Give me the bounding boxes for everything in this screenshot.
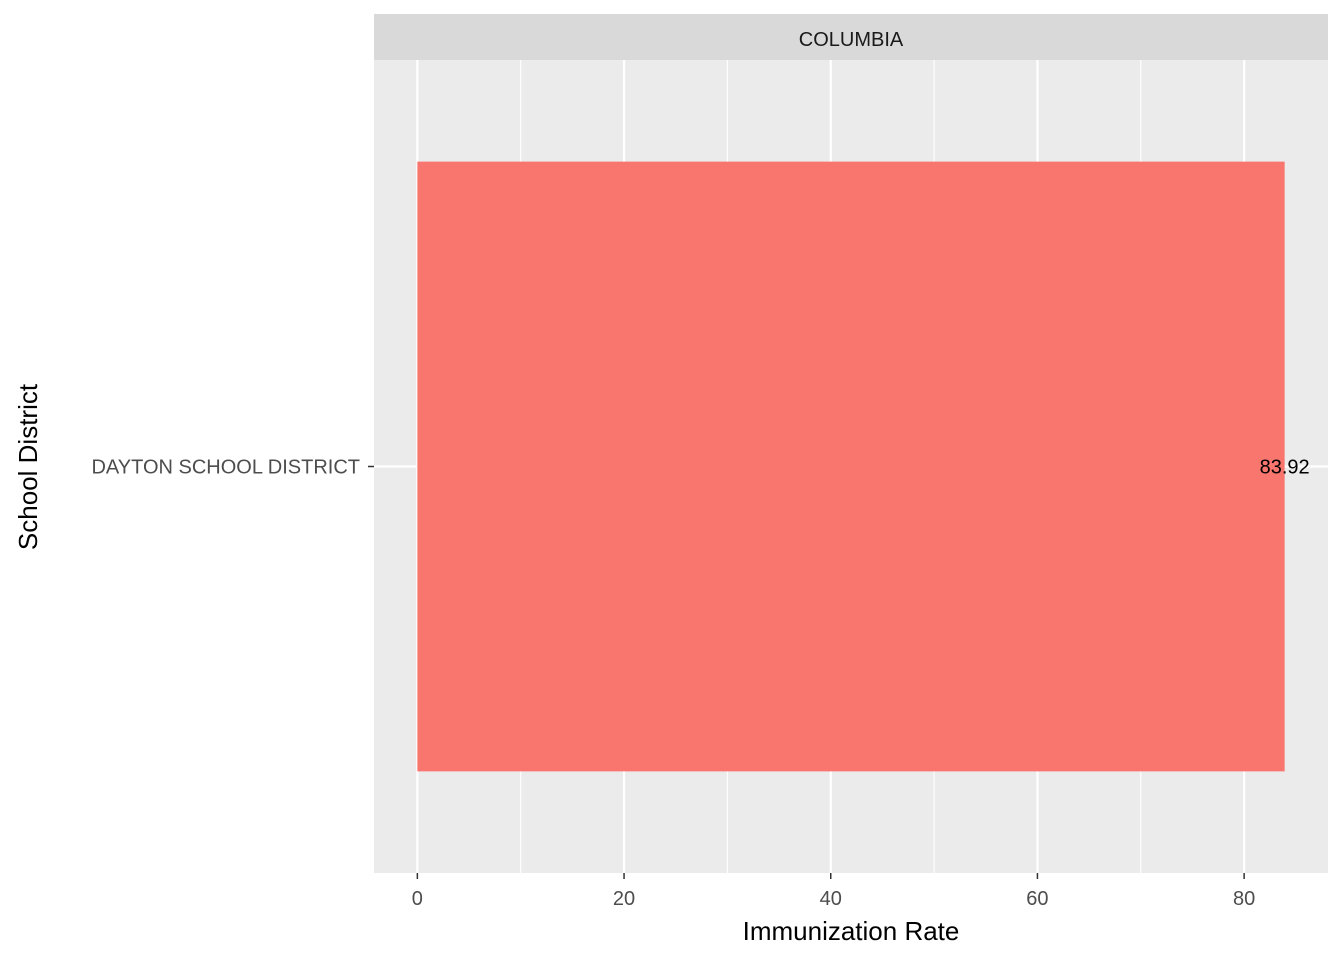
x-tick-label: 0: [412, 888, 423, 910]
x-axis-title: Immunization Rate: [743, 916, 960, 946]
x-tick-label: 60: [1026, 888, 1048, 910]
bar-data-label: 83.92: [1260, 457, 1310, 479]
bar: [417, 161, 1285, 772]
y-axis-title: School District: [13, 383, 43, 550]
facet-strip: [374, 14, 1328, 60]
bars: [417, 161, 1285, 772]
x-tick-label: 20: [613, 888, 635, 910]
data-labels: 83.92: [1260, 457, 1310, 479]
facet-strip-label: COLUMBIA: [799, 29, 904, 51]
x-axis: 0 20 40 60 80: [412, 873, 1255, 910]
x-tick-label: 40: [820, 888, 842, 910]
x-tick-label: 80: [1233, 888, 1255, 910]
y-tick-label: DAYTON SCHOOL DISTRICT: [91, 457, 360, 479]
y-axis: DAYTON SCHOOL DISTRICT: [91, 457, 374, 479]
